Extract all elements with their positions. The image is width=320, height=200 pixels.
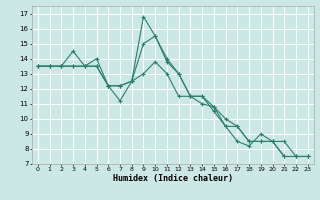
X-axis label: Humidex (Indice chaleur): Humidex (Indice chaleur): [113, 174, 233, 183]
